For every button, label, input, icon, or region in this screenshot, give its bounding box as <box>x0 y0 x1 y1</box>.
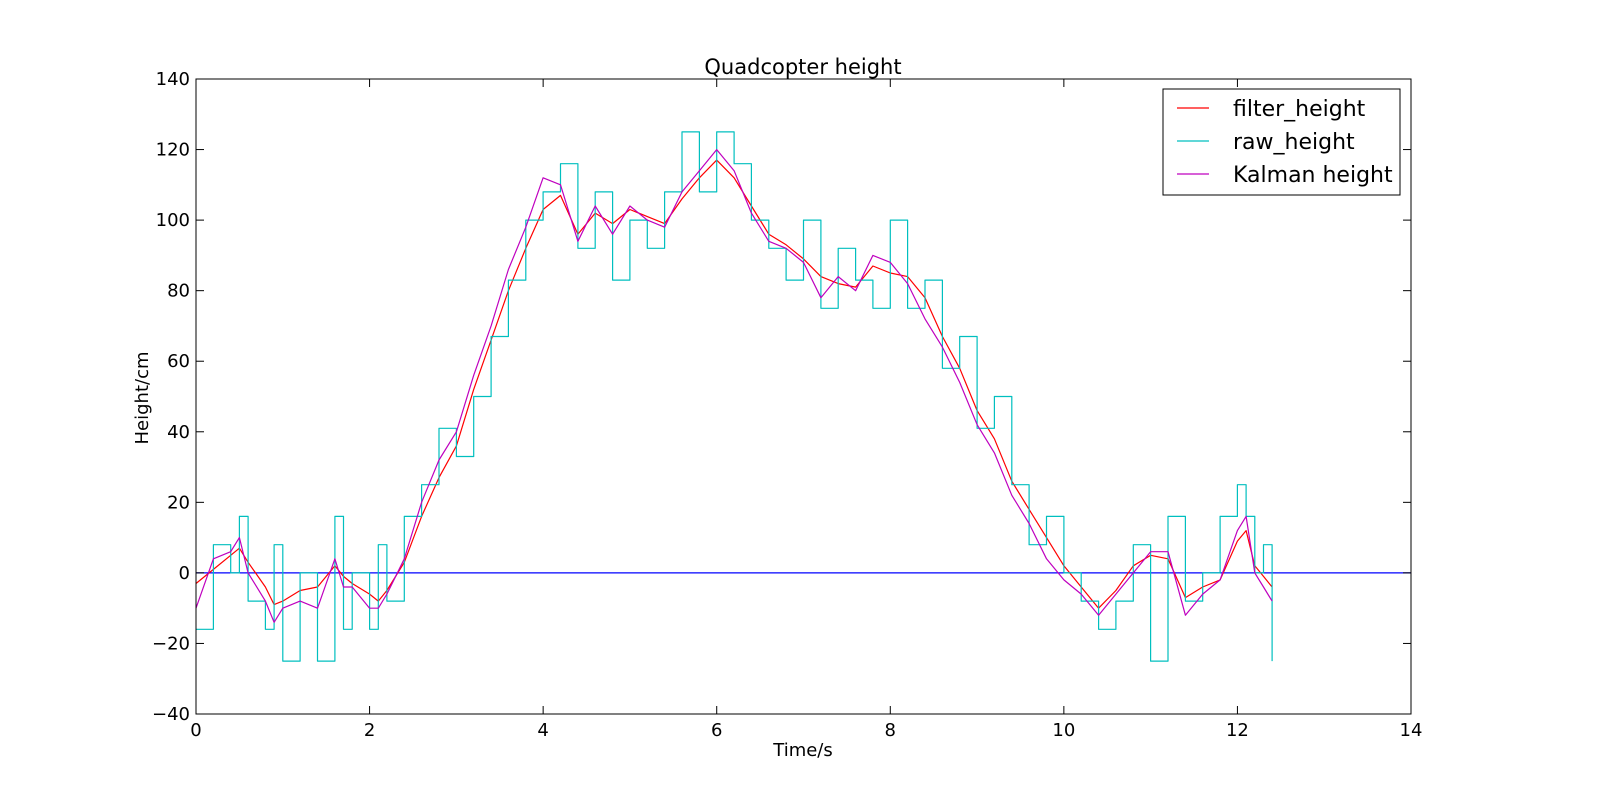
legend: filter_height raw_height Kalman height <box>1162 88 1401 196</box>
y-tick-label: 60 <box>167 351 190 372</box>
x-tick-label: 10 <box>1052 720 1075 741</box>
chart-title: Quadcopter height <box>704 55 901 79</box>
legend-box <box>1162 88 1401 196</box>
axes-layer: 0 2 4 6 8 10 12 14 −40 −20 0 20 40 60 80 100 120 140 <box>152 69 1422 741</box>
y-tick-label: 80 <box>167 281 190 302</box>
y-tick-label: 20 <box>167 492 190 513</box>
x-tick-label: 4 <box>537 720 548 741</box>
legend-label: Kalman height <box>1233 163 1393 188</box>
y-tick-label: 100 <box>156 210 190 231</box>
y-tick-label: 0 <box>179 563 190 584</box>
legend-label: filter_height <box>1233 97 1366 122</box>
legend-label: raw_height <box>1233 130 1355 155</box>
y-tick-label: 140 <box>156 69 190 90</box>
series-layer <box>195 131 1273 662</box>
x-tick-label: 0 <box>190 720 201 741</box>
x-tick-label: 2 <box>364 720 375 741</box>
series-line-raw-height <box>196 131 1273 662</box>
axes-frame <box>195 78 1412 715</box>
y-tick-label: 40 <box>167 422 190 443</box>
x-axis-label: Time/s <box>772 740 833 761</box>
x-tick-label: 8 <box>885 720 896 741</box>
y-tick-label: −20 <box>152 633 190 654</box>
y-axis-label: Height/cm <box>132 352 153 445</box>
x-tick-label: 12 <box>1226 720 1249 741</box>
series-line-kalman-height <box>195 149 1273 623</box>
x-tick-label: 6 <box>711 720 722 741</box>
x-tick-label: 14 <box>1400 720 1423 741</box>
y-tick-label: 120 <box>156 140 190 161</box>
y-tick-label: −40 <box>152 704 190 725</box>
